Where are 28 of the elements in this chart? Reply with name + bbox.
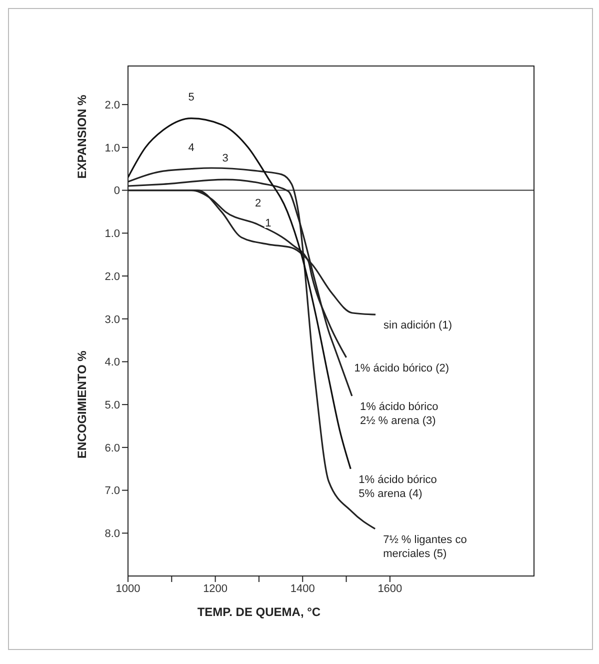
y-tick-label: 8.0 — [104, 528, 120, 540]
y-tick-label: 0 — [114, 185, 120, 198]
annotation: 3 — [222, 152, 228, 165]
y-tick-label: 1.0 — [104, 142, 120, 154]
annotation: 5 — [188, 91, 194, 104]
annotation: 1% ácido bórico (2) — [354, 362, 450, 374]
x-tick-label: 1000 — [116, 582, 140, 595]
text: EXPANSION % — [75, 94, 89, 179]
y-tick-label: 2.0 — [104, 99, 120, 112]
y-tick-label: 4.0 — [104, 356, 120, 369]
y-tick-label: 3.0 — [104, 314, 120, 326]
annotation: 1 — [265, 217, 272, 230]
x-tick-label: 1400 — [290, 582, 315, 595]
annotation: 4 — [188, 142, 194, 154]
annotation: sin adición (1) — [384, 320, 452, 332]
y-tick-label: 5.0 — [104, 399, 120, 412]
annotation: 1% ácido bórico 5% arena (4) — [358, 474, 437, 500]
y-tick-label: 6.0 — [104, 442, 120, 454]
annotation: 1% ácido bórico 2½ % arena (3) — [360, 401, 438, 427]
annotation: 2 — [255, 198, 262, 210]
annotation: 7½ % ligantes co merciales (5) — [383, 534, 467, 560]
y-tick-label: 2.0 — [104, 270, 120, 283]
x-tick-label: 1200 — [203, 582, 228, 595]
x-tick-label: 1600 — [378, 582, 402, 595]
x-axis-title: TEMP. DE QUEMA, °C — [197, 605, 321, 619]
y-axis-title: ENCOGIMIENTO % — [75, 350, 89, 458]
y-tick-label: 1.0 — [104, 228, 120, 240]
y-tick-label: 7.0 — [104, 485, 120, 498]
